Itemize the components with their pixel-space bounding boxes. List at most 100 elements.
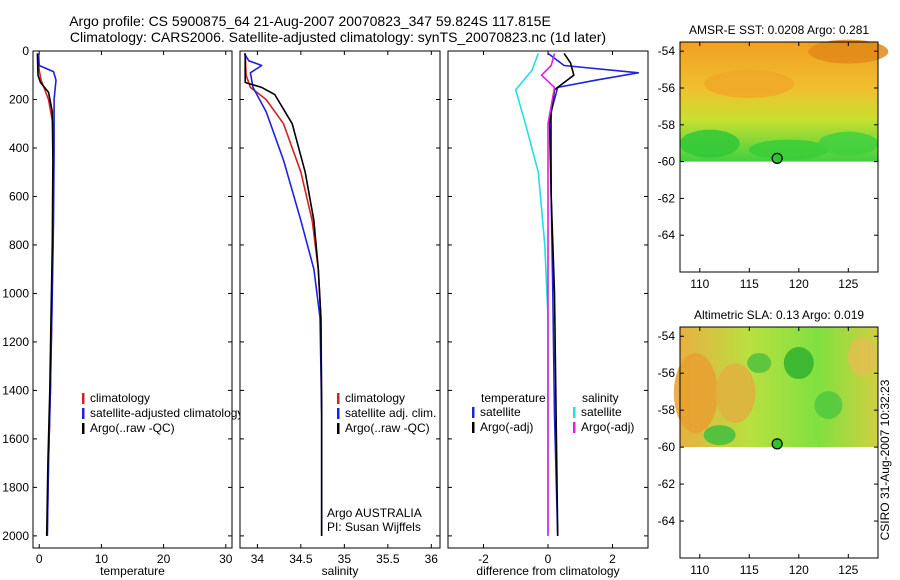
argo-float-marker: [771, 438, 783, 450]
y-tick-label: -60: [658, 440, 676, 454]
y-tick-label: 200: [9, 92, 29, 106]
legend-label: climatology: [345, 391, 405, 405]
legend-label: climatology: [90, 391, 150, 405]
heatmap-cell-cluster: [703, 425, 736, 446]
side-timestamp: CSIRO 31-Aug-2007 10:32:23: [878, 379, 892, 540]
y-tick-label: 1400: [2, 383, 29, 397]
legend-swatch: [472, 422, 475, 433]
legend-label: satellite: [581, 405, 622, 419]
annotation-text: PI: Susan Wijffels: [327, 520, 421, 534]
y-tick-label: 400: [9, 141, 29, 155]
y-tick-label: 600: [9, 189, 29, 203]
x-tick-label: 0: [545, 552, 552, 566]
legend-swatch: [82, 393, 85, 404]
x-tick-label: 125: [838, 563, 858, 577]
legend-swatch: [82, 423, 85, 434]
y-tick-label: 800: [9, 238, 29, 252]
x-tick-label: 120: [789, 563, 809, 577]
x-tick-label: 36: [425, 552, 439, 566]
heatmap-cell-cluster: [814, 391, 843, 420]
plot-frame: [32, 50, 233, 549]
annotation-text: Argo AUSTRALIA: [327, 506, 422, 520]
heatmap-cell-cluster: [715, 363, 756, 424]
legend-label: Argo(-adj): [581, 420, 634, 434]
series-line-temperature-argo-adj-: [548, 52, 575, 536]
x-axis-label: temperature: [100, 564, 165, 578]
x-tick-label: 120: [789, 277, 809, 291]
x-axis-label: salinity: [322, 564, 359, 578]
legend-swatch: [573, 407, 576, 418]
y-tick-label: -58: [658, 403, 676, 417]
series-line-salinity-argo-adj-: [540, 53, 556, 536]
series-line-temperature-satellite: [547, 52, 640, 536]
x-tick-label: 20: [157, 552, 171, 566]
y-tick-label: -60: [658, 155, 676, 169]
series-line-argo-raw-qc-: [36, 53, 54, 536]
argo-float-marker: [771, 152, 783, 164]
plot-frame: [239, 50, 441, 549]
heatmap-cell-cluster: [748, 139, 829, 160]
x-tick-label: 115: [740, 277, 759, 291]
legend-label: Argo(-adj): [480, 420, 533, 434]
map-frame: [679, 326, 879, 559]
heatmap-cell-cluster: [848, 337, 877, 378]
heatmap-cell-cluster: [673, 353, 718, 434]
legend-swatch: [337, 408, 340, 419]
legend-swatch: [472, 407, 475, 418]
x-tick-label: 30: [219, 552, 233, 566]
heatmap-cell-cluster: [704, 69, 795, 98]
map-title: Altimetric SLA: 0.13 Argo: 0.019: [694, 308, 864, 322]
heatmap-cell-cluster: [818, 131, 879, 156]
legend-header: temperature: [481, 391, 546, 405]
map-title: AMSR-E SST: 0.0208 Argo: 0.281: [689, 23, 869, 37]
series-line-argo-raw-qc-: [244, 53, 323, 536]
heatmap-cell-cluster: [679, 129, 740, 158]
x-tick-label: 110: [690, 277, 709, 291]
y-tick-label: -54: [658, 44, 676, 58]
y-tick-label: 0: [22, 44, 29, 58]
y-tick-label: 1000: [2, 286, 29, 300]
sst-map-panel: AMSR-E SST: 0.0208 Argo: 0.281 110 115 120 1…: [658, 23, 889, 291]
temperature-panel: 0 10 20 30 temperature 0 200 400 600 800 1000 1200 1…: [2, 44, 243, 578]
y-tick-label: 1600: [2, 432, 29, 446]
x-tick-label: 125: [838, 277, 858, 291]
salinity-panel: 34 34.5 35 35.5 36 salinity climatologysatelli…: [239, 50, 441, 578]
x-tick-label: 35.5: [376, 552, 400, 566]
y-tick-label: -62: [658, 191, 676, 205]
x-tick-label: 34.5: [289, 552, 313, 566]
y-tick-label: -58: [658, 118, 676, 132]
heatmap-cell-cluster: [808, 39, 889, 64]
legend-swatch: [573, 422, 576, 433]
x-tick-label: 110: [690, 563, 709, 577]
y-tick-label: -62: [658, 477, 676, 491]
heatmap-cell-cluster: [747, 353, 772, 374]
y-tick-label: -54: [658, 329, 676, 343]
sla-map-panel: Altimetric SLA: 0.13 Argo: 0.019 110 115 12…: [658, 308, 879, 577]
legend-header: salinity: [582, 391, 619, 405]
legend-label: Argo(..raw -QC): [345, 421, 430, 435]
legend-swatch: [337, 393, 340, 404]
legend-label: satellite adj. clim.: [345, 406, 436, 420]
y-tick-label: 1200: [2, 335, 29, 349]
y-tick-label: -56: [658, 81, 676, 95]
figure-title-line1: Argo profile: CS 5900875_64 21-Aug-2007 …: [69, 13, 551, 29]
x-tick-label: 2: [609, 552, 616, 566]
x-tick-label: -2: [478, 552, 489, 566]
y-tick-label: -64: [658, 514, 676, 528]
x-axis-label: difference from climatology: [476, 564, 619, 578]
legend-label: satellite: [480, 405, 521, 419]
x-tick-label: 34: [251, 552, 265, 566]
x-tick-label: 10: [95, 552, 109, 566]
y-tick-label: -56: [658, 366, 676, 380]
legend-label: satellite-adjusted climatology: [90, 406, 243, 420]
legend-label: Argo(..raw -QC): [90, 421, 175, 435]
y-tick-label: 2000: [2, 529, 29, 543]
x-tick-label: 0: [36, 552, 43, 566]
y-tick-label: 1800: [2, 480, 29, 494]
legend-swatch: [337, 423, 340, 434]
y-tick-label: -64: [658, 228, 676, 242]
figure-title-line2: Climatology: CARS2006. Satellite-adjuste…: [70, 29, 606, 45]
x-tick-label: 115: [740, 563, 759, 577]
legend-swatch: [82, 408, 85, 419]
